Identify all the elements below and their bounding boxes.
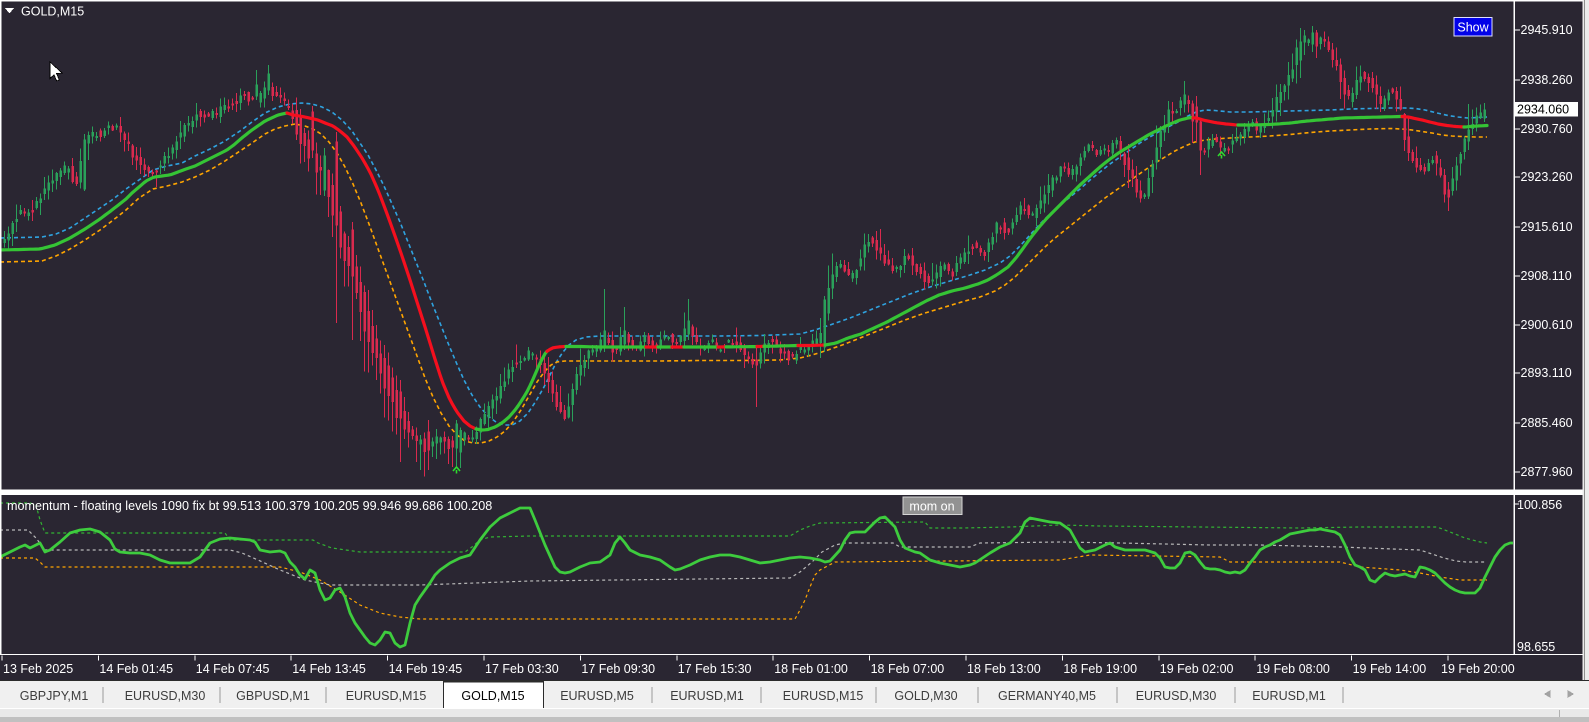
svg-text:98.655: 98.655 — [1517, 640, 1555, 654]
svg-text:EURUSD,M5: EURUSD,M5 — [560, 689, 634, 703]
svg-text:13 Feb 2025: 13 Feb 2025 — [3, 662, 73, 676]
svg-text:18 Feb 01:00: 18 Feb 01:00 — [774, 662, 848, 676]
svg-text:2900.610: 2900.610 — [1521, 318, 1573, 332]
svg-text:19 Feb 08:00: 19 Feb 08:00 — [1256, 662, 1330, 676]
svg-text:2877.960: 2877.960 — [1521, 465, 1573, 479]
svg-text:EURUSD,M15: EURUSD,M15 — [346, 689, 427, 703]
svg-text:GOLD,M15: GOLD,M15 — [21, 5, 84, 19]
svg-text:Show: Show — [1457, 21, 1489, 35]
svg-text:2923.260: 2923.260 — [1521, 170, 1573, 184]
svg-text:momentum - floating levels 109: momentum - floating levels 1090 fix bt 9… — [7, 499, 492, 513]
svg-text:17 Feb 15:30: 17 Feb 15:30 — [678, 662, 752, 676]
svg-text:19 Feb 02:00: 19 Feb 02:00 — [1160, 662, 1234, 676]
svg-text:2915.610: 2915.610 — [1521, 220, 1573, 234]
svg-text:18 Feb 13:00: 18 Feb 13:00 — [967, 662, 1041, 676]
svg-text:EURUSD,M15: EURUSD,M15 — [783, 689, 864, 703]
svg-text:18 Feb 07:00: 18 Feb 07:00 — [871, 662, 945, 676]
svg-text:14 Feb 13:45: 14 Feb 13:45 — [292, 662, 366, 676]
svg-text:EURUSD,M30: EURUSD,M30 — [1136, 689, 1217, 703]
svg-text:2945.910: 2945.910 — [1521, 23, 1573, 37]
svg-text:EURUSD,M1: EURUSD,M1 — [670, 689, 744, 703]
svg-text:EURUSD,M30: EURUSD,M30 — [125, 689, 206, 703]
svg-text:18 Feb 19:00: 18 Feb 19:00 — [1063, 662, 1137, 676]
svg-text:19 Feb 14:00: 19 Feb 14:00 — [1353, 662, 1427, 676]
svg-text:GERMANY40,M5: GERMANY40,M5 — [998, 689, 1096, 703]
svg-text:2934.060: 2934.060 — [1517, 103, 1569, 117]
svg-text:GBPUSD,M1: GBPUSD,M1 — [236, 689, 310, 703]
svg-text:14 Feb 19:45: 14 Feb 19:45 — [389, 662, 463, 676]
svg-text:17 Feb 09:30: 17 Feb 09:30 — [581, 662, 655, 676]
svg-text:2885.460: 2885.460 — [1521, 416, 1573, 430]
svg-text:14 Feb 07:45: 14 Feb 07:45 — [196, 662, 270, 676]
svg-text:2930.760: 2930.760 — [1521, 122, 1573, 136]
svg-text:mom on: mom on — [909, 500, 954, 514]
svg-text:100.856: 100.856 — [1517, 498, 1562, 512]
svg-text:2893.110: 2893.110 — [1521, 366, 1572, 380]
svg-text:GOLD,M15: GOLD,M15 — [461, 689, 524, 703]
svg-text:GBPJPY,M1: GBPJPY,M1 — [20, 689, 89, 703]
svg-text:2908.110: 2908.110 — [1521, 269, 1572, 283]
svg-text:EURUSD,M1: EURUSD,M1 — [1252, 689, 1326, 703]
svg-text:19 Feb 20:00: 19 Feb 20:00 — [1441, 662, 1515, 676]
svg-text:14 Feb 01:45: 14 Feb 01:45 — [99, 662, 173, 676]
svg-text:GOLD,M30: GOLD,M30 — [894, 689, 957, 703]
svg-text:17 Feb 03:30: 17 Feb 03:30 — [485, 662, 559, 676]
svg-text:2938.260: 2938.260 — [1521, 73, 1573, 87]
